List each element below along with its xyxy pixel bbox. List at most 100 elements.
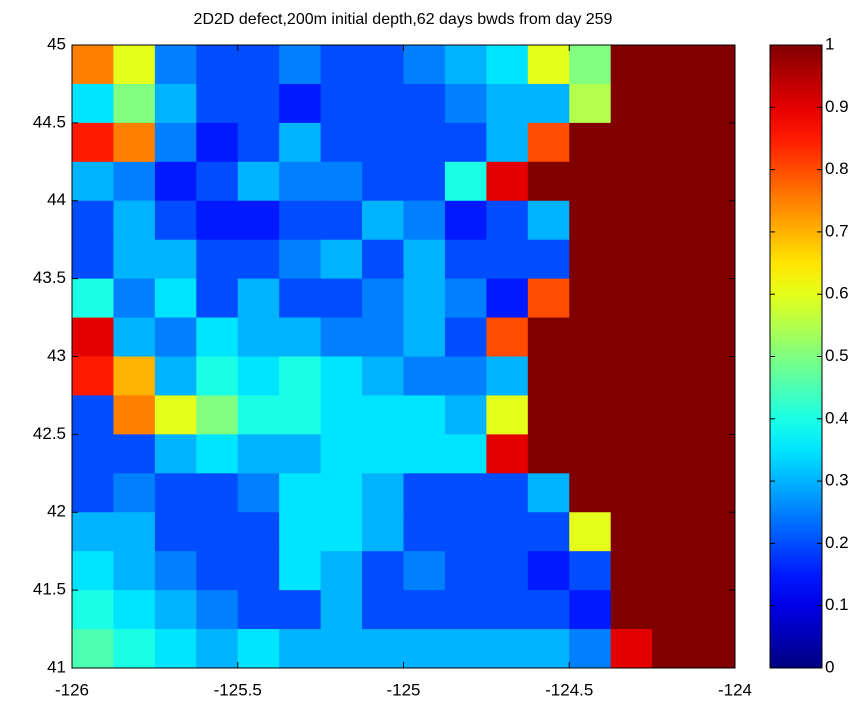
heatmap-cell: [610, 83, 653, 124]
heatmap-cell: [362, 473, 404, 513]
heatmap-cell: [610, 395, 653, 435]
heatmap-cell: [486, 317, 529, 357]
heatmap-cell: [652, 356, 695, 396]
heatmap-cell: [196, 629, 239, 669]
heatmap-cell: [403, 278, 446, 319]
heatmap-cell: [693, 434, 736, 474]
heatmap-cell: [527, 434, 570, 474]
heatmap-cell: [237, 278, 280, 319]
y-tick-label: 42.5: [33, 424, 66, 443]
heatmap-cell: [527, 278, 570, 319]
y-tick-label: 43.5: [33, 268, 66, 287]
heatmap-cell: [610, 45, 653, 85]
heatmap-cell: [196, 434, 239, 474]
heatmap-cell: [486, 629, 529, 669]
heatmap-cell: [486, 590, 529, 630]
heatmap-cell: [113, 83, 156, 124]
heatmap-cell: [444, 161, 487, 202]
heatmap-cell: [362, 239, 404, 280]
heatmap-cell: [320, 317, 363, 357]
heatmap-cell: [444, 45, 487, 85]
heatmap-cell: [237, 434, 280, 474]
heatmap-cell: [610, 512, 653, 552]
heatmap-cell: [569, 395, 612, 435]
heatmap-cell: [693, 200, 736, 241]
heatmap-cell: [154, 317, 197, 357]
heatmap-cell: [610, 629, 653, 669]
heatmap-cell: [113, 122, 156, 163]
heatmap-cell: [527, 239, 570, 280]
heatmap-cell: [444, 512, 487, 552]
heatmap-cell: [403, 122, 446, 163]
heatmap-cell: [320, 45, 363, 85]
heatmap-cell: [652, 83, 695, 124]
heatmap-cell: [652, 161, 695, 202]
heatmap-cell: [72, 473, 114, 513]
heatmap-cell: [486, 512, 529, 552]
heatmap-cell: [113, 200, 156, 241]
heatmap-cell: [403, 629, 446, 669]
heatmap-cell: [527, 356, 570, 396]
heatmap-cell: [113, 512, 156, 552]
heatmap-cell: [113, 317, 156, 357]
heatmap-cell: [652, 512, 695, 552]
heatmap-cell: [444, 590, 487, 630]
heatmap-cell: [610, 434, 653, 474]
heatmap-cell: [610, 200, 653, 241]
heatmap-cell: [320, 122, 363, 163]
heatmap-cell: [320, 161, 363, 202]
x-tick-label: -124.5: [545, 680, 593, 699]
heatmap-cell: [154, 356, 197, 396]
heatmap-cell: [154, 590, 197, 630]
colorbar-tick-label: 0.2: [825, 533, 849, 552]
heatmap-cell: [610, 551, 653, 591]
heatmap-cell: [403, 551, 446, 591]
heatmap-cell: [113, 629, 156, 669]
heatmap-cell: [196, 356, 239, 396]
heatmap-cell: [320, 629, 363, 669]
heatmap-cell: [237, 200, 280, 241]
heatmap-cell: [403, 161, 446, 202]
heatmap-cell: [486, 122, 529, 163]
heatmap-cell: [444, 278, 487, 319]
heatmap-cell: [362, 200, 404, 241]
heatmap-cell: [693, 317, 736, 357]
heatmap-cell: [362, 161, 404, 202]
heatmap-cell: [527, 161, 570, 202]
y-tick-label: 41: [47, 657, 66, 676]
heatmap-cell: [527, 629, 570, 669]
heatmap-cell: [652, 434, 695, 474]
colorbar-tick-label: 0: [825, 657, 834, 676]
heatmap-cell: [444, 629, 487, 669]
y-tick-label: 41.5: [33, 580, 66, 599]
heatmap-cell: [154, 629, 197, 669]
y-tick-label: 43: [47, 346, 66, 365]
chart-title: 2D2D defect,200m initial depth,62 days b…: [194, 11, 613, 28]
heatmap-cell: [403, 45, 446, 85]
heatmap-cell: [237, 395, 280, 435]
heatmap-cell: [72, 200, 114, 241]
heatmap-cell: [72, 356, 114, 396]
heatmap-cell: [72, 83, 114, 124]
heatmap-cell: [610, 356, 653, 396]
heatmap-cell: [196, 200, 239, 241]
colorbar-tick-label: 0.4: [825, 408, 849, 427]
heatmap-cell: [279, 200, 322, 241]
heatmap-cell: [196, 551, 239, 591]
heatmap-cell: [72, 278, 114, 319]
y-tick-label: 44: [47, 190, 66, 209]
heatmap-cell: [693, 83, 736, 124]
heatmap-cell: [154, 83, 197, 124]
colorbar-tick-label: 0.1: [825, 595, 849, 614]
heatmap-cell: [279, 629, 322, 669]
heatmap-cell: [279, 473, 322, 513]
heatmap-cell: [569, 83, 612, 124]
heatmap-cell: [403, 200, 446, 241]
heatmap-cell: [72, 512, 114, 552]
heatmap-cell: [279, 551, 322, 591]
heatmap-cell: [652, 473, 695, 513]
heatmap-cell: [362, 278, 404, 319]
heatmap-cell: [527, 317, 570, 357]
heatmap-cell: [444, 356, 487, 396]
heatmap-cell: [403, 356, 446, 396]
